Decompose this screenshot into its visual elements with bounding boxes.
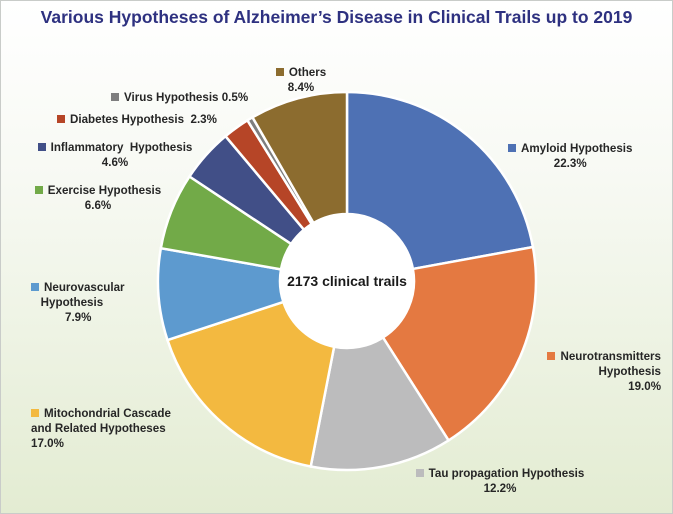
label-tau-name: Tau propagation Hypothesis — [428, 467, 585, 480]
legend-swatch-tau — [415, 469, 424, 477]
slice-others — [250, 90, 349, 225]
slice-tau — [309, 335, 451, 472]
slice-amyloid — [345, 90, 535, 271]
chart-title: Various Hypotheses of Alzheimer’s Diseas… — [40, 7, 633, 27]
label-inflam: Inflammatory Hypothesis 4.6% — [32, 140, 198, 170]
label-mito-value: 17.0% — [31, 437, 64, 450]
label-exercise-name: Exercise Hypothesis — [47, 184, 162, 197]
legend-swatch-others — [275, 68, 284, 76]
label-vascular-value: 7.9% — [65, 311, 92, 324]
label-tau: Tau propagation Hypothesis 12.2% — [407, 466, 593, 496]
label-exercise-value: 6.6% — [84, 199, 112, 212]
legend-swatch-virus — [111, 93, 119, 101]
label-virus-name: Virus Hypothesis — [124, 91, 219, 104]
label-others: Others 8.4% — [271, 65, 331, 95]
legend-swatch-neuro — [547, 352, 556, 360]
label-virus: Virus Hypothesis 0.5% — [111, 90, 248, 105]
label-neuro: Neurotransmitters Hypothesis 19.0% — [531, 349, 661, 394]
label-inflam-value: 4.6% — [101, 156, 129, 169]
label-amyloid-value: 22.3% — [553, 157, 587, 170]
label-neuro-value: 19.0% — [628, 380, 661, 393]
label-inflam-name: Inflammatory Hypothesis — [50, 141, 193, 154]
label-exercise: Exercise Hypothesis 6.6% — [31, 183, 165, 213]
label-virus-value: 0.5% — [221, 91, 249, 104]
donut-hole — [281, 215, 413, 347]
slice-mito — [165, 300, 336, 468]
label-diabetes-name: Diabetes Hypothesis — [70, 113, 185, 126]
slice-neuro — [381, 245, 538, 443]
legend-swatch-diabetes — [57, 115, 65, 123]
label-amyloid: Amyloid Hypothesis 22.3% — [508, 141, 632, 171]
label-amyloid-name: Amyloid Hypothesis — [521, 142, 633, 155]
legend-swatch-amyloid — [508, 144, 516, 152]
label-diabetes: Diabetes Hypothesis 2.3% — [57, 112, 217, 127]
legend-swatch-vascular — [31, 283, 39, 291]
label-others-value: 8.4% — [287, 81, 315, 94]
legend-swatch-mito — [31, 409, 39, 417]
label-mito: Mitochondrial Cascade and Related Hypoth… — [31, 407, 171, 450]
legend-swatch-exercise — [34, 186, 43, 194]
legend-swatch-inflam — [37, 143, 46, 151]
label-diabetes-value: 2.3% — [190, 113, 217, 126]
label-tau-value: 12.2% — [483, 482, 517, 495]
label-others-name: Others — [288, 66, 327, 79]
label-vascular: Neurovascular Hypothesis 7.9% — [31, 281, 125, 324]
center-label: 2173 clinical trails — [287, 273, 407, 289]
